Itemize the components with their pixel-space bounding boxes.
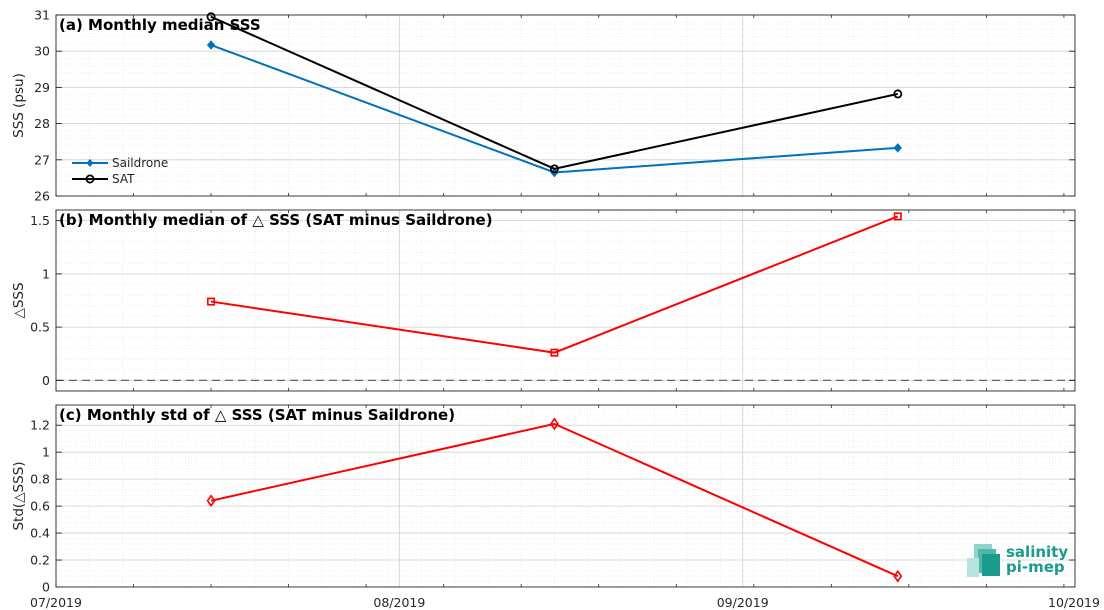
data-point xyxy=(893,569,903,583)
axes-box xyxy=(55,209,1076,392)
plot-area xyxy=(56,210,1075,391)
y-tick-label: 26 xyxy=(34,189,50,204)
data-point xyxy=(207,297,216,306)
data-point xyxy=(206,40,216,50)
data-point xyxy=(893,212,902,221)
y-tick-label: 1.5 xyxy=(30,213,50,228)
plot-area xyxy=(56,405,1075,587)
data-point xyxy=(549,417,559,431)
x-tick-label: 10/2019 xyxy=(1048,595,1100,610)
y-tick-label: 0.4 xyxy=(30,526,50,541)
data-point xyxy=(206,494,216,508)
data-point xyxy=(893,143,902,153)
series-line xyxy=(210,215,899,354)
data-point xyxy=(549,164,559,174)
y-tick-label: 27 xyxy=(34,152,50,167)
y-tick-label: 0.5 xyxy=(30,320,50,335)
y-tick-label: 0 xyxy=(42,373,50,388)
panel-title: (b) Monthly median of △ SSS (SAT minus S… xyxy=(59,211,493,229)
legend-marker xyxy=(85,174,95,184)
y-tick-label: 0.2 xyxy=(30,553,50,568)
data-point xyxy=(550,348,559,357)
axes-box xyxy=(55,404,1076,588)
series-line xyxy=(210,15,898,170)
y-tick-label: 28 xyxy=(34,116,50,131)
plot-area xyxy=(56,15,1075,196)
panel-title: (c) Monthly std of △ SSS (SAT minus Sail… xyxy=(59,406,455,424)
y-tick-label: 1 xyxy=(42,266,50,281)
data-point xyxy=(206,12,216,22)
y-tick-label: 0.8 xyxy=(30,472,50,487)
x-tick-label: 09/2019 xyxy=(717,595,769,610)
panel-b: 0 0.5 1 1.5 △SSS (b) Monthly median of △ SSS … xyxy=(11,209,1076,392)
y-axis-label: SSS (psu) xyxy=(11,73,27,138)
panel-title: (a) Monthly median SSS xyxy=(59,16,261,34)
y-tick-label: 30 xyxy=(34,44,50,59)
legend-marker xyxy=(86,159,94,167)
data-point xyxy=(893,89,903,99)
y-tick-label: 1 xyxy=(42,445,50,460)
x-tick-label: 08/2019 xyxy=(373,595,425,610)
salinity-pi-mep-logo: salinity pi-mep xyxy=(967,543,1068,577)
y-axis-label: △SSS xyxy=(11,282,27,318)
x-tick-label: 07/2019 xyxy=(30,595,82,610)
logo-line-1: salinity xyxy=(1006,543,1068,561)
panel-c: 0 0.2 0.4 0.6 0.8 1 1.2 Std(△SSS) (c) Monthly st… xyxy=(11,404,1076,595)
logo-line-2: pi-mep xyxy=(1006,558,1065,576)
salinity-logo-icon xyxy=(967,544,1000,577)
panel-a: 26 27 28 29 30 31 SSS (psu) Saildrone SAT (a) Mon… xyxy=(11,8,1076,204)
y-axis-label: Std(△SSS) xyxy=(11,461,27,530)
y-tick-label: 0.6 xyxy=(30,499,50,514)
y-tick-label: 31 xyxy=(34,8,50,23)
y-tick-label: 29 xyxy=(34,80,50,95)
legend-entry: Saildrone xyxy=(112,156,168,170)
series-line xyxy=(210,422,899,578)
axes-box xyxy=(55,14,1076,197)
y-tick-label: 1.2 xyxy=(30,418,50,433)
legend-entry: SAT xyxy=(112,172,135,186)
y-tick-label: 0 xyxy=(42,580,50,595)
x-axis-tick-labels: 07/2019 08/2019 09/2019 10/2019 xyxy=(30,595,1100,610)
